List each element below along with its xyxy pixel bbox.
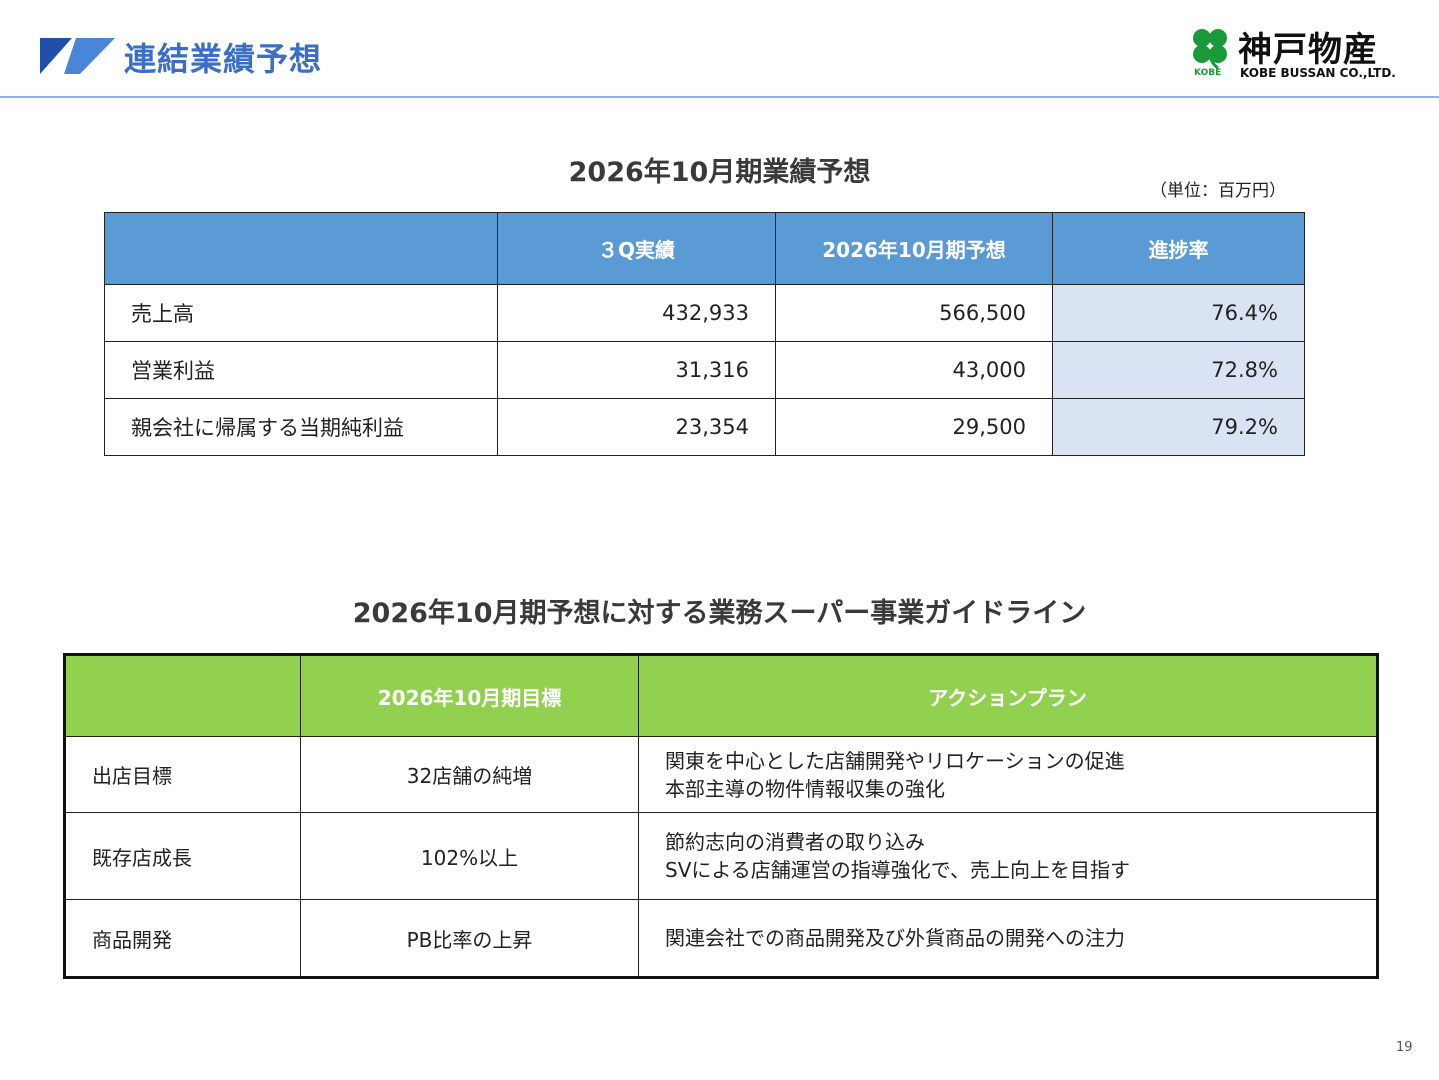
actual-value: 23,354: [497, 398, 776, 456]
table-row: 出店目標 32店舗の純増 関東を中心とした店舗開発やリロケーションの促進 本部主…: [64, 736, 1378, 813]
forecast-header-actual: ３Q実績: [497, 212, 776, 285]
row-label: 商品開発: [64, 899, 301, 978]
action-plan-line: 本部主導の物件情報収集の強化: [665, 776, 945, 801]
clover-icon: [1193, 29, 1227, 70]
forecast-header-row: ３Q実績 2026年10月期予想 進捗率: [104, 212, 1305, 285]
target-value: 32店舗の純増: [300, 736, 639, 813]
table-row: 既存店成長 102%以上 節約志向の消費者の取り込み SVによる店舗運営の指導強…: [64, 812, 1378, 900]
forecast-value: 29,500: [775, 398, 1053, 456]
guideline-header-row: 2026年10月期目標 アクションプラン: [64, 654, 1378, 737]
table-row: 営業利益 31,316 43,000 72.8%: [104, 341, 1305, 399]
progress-rate: 76.4%: [1052, 284, 1305, 342]
row-label: 既存店成長: [64, 812, 301, 900]
forecast-title: 2026年10月期業績予想: [568, 157, 871, 188]
company-logo: KOBE 神戸物産 KOBE BUSSAN CO.,LTD.: [1188, 26, 1418, 86]
table-row: 商品開発 PB比率の上昇 関連会社での商品開発及び外貨商品の開発への注力: [64, 899, 1378, 978]
row-label: 出店目標: [64, 736, 301, 813]
action-plan: 節約志向の消費者の取り込み SVによる店舗運営の指導強化で、売上向上を目指す: [638, 812, 1378, 900]
table-row: 親会社に帰属する当期純利益 23,354 29,500 79.2%: [104, 398, 1305, 456]
forecast-header-empty: [104, 212, 498, 285]
guideline-header-target: 2026年10月期目標: [300, 654, 639, 737]
unit-note: （単位：百万円）: [1150, 181, 1286, 201]
action-plan-line: SVによる店舗運営の指導強化で、売上向上を目指す: [665, 858, 1130, 882]
forecast-value: 43,000: [775, 341, 1053, 399]
target-value: PB比率の上昇: [300, 899, 639, 978]
action-plan: 関連会社での商品開発及び外貨商品の開発への注力: [638, 899, 1378, 978]
action-plan: 関東を中心とした店舗開発やリロケーションの促進 本部主導の物件情報収集の強化: [638, 736, 1378, 813]
guideline-title: 2026年10月期予想に対する業務スーパー事業ガイドライン: [352, 598, 1087, 629]
progress-rate: 79.2%: [1052, 398, 1305, 456]
forecast-header-rate: 進捗率: [1052, 212, 1305, 285]
header-divider: [0, 96, 1439, 98]
progress-rate: 72.8%: [1052, 341, 1305, 399]
forecast-table: ３Q実績 2026年10月期予想 進捗率 売上高 432,933 566,500…: [104, 212, 1305, 456]
actual-value: 432,933: [497, 284, 776, 342]
actual-value: 31,316: [497, 341, 776, 399]
header-chevron-logo-icon: [40, 38, 115, 74]
guideline-header-empty: [64, 654, 301, 737]
row-label: 売上高: [104, 284, 498, 342]
logo-mark-text: KOBE: [1194, 68, 1222, 78]
action-plan-line: 関連会社での商品開発及び外貨商品の開発への注力: [665, 926, 1125, 950]
row-label: 営業利益: [104, 341, 498, 399]
guideline-header-plan: アクションプラン: [638, 654, 1378, 737]
slide-title: 連結業績予想: [124, 40, 323, 78]
logo-japanese-name: 神戸物産: [1238, 30, 1378, 70]
guideline-table: 2026年10月期目標 アクションプラン 出店目標 32店舗の純増 関東を中心と…: [63, 653, 1379, 979]
row-label: 親会社に帰属する当期純利益: [104, 398, 498, 456]
action-plan-line: 関東を中心とした店舗開発やリロケーションの促進: [665, 748, 1125, 773]
target-value: 102%以上: [300, 812, 639, 900]
action-plan-line: 節約志向の消費者の取り込み: [665, 830, 925, 854]
table-row: 売上高 432,933 566,500 76.4%: [104, 284, 1305, 342]
forecast-value: 566,500: [775, 284, 1053, 342]
page-number: 19: [1396, 1040, 1413, 1055]
forecast-header-forecast: 2026年10月期予想: [775, 212, 1053, 285]
logo-english-name: KOBE BUSSAN CO.,LTD.: [1240, 66, 1396, 80]
